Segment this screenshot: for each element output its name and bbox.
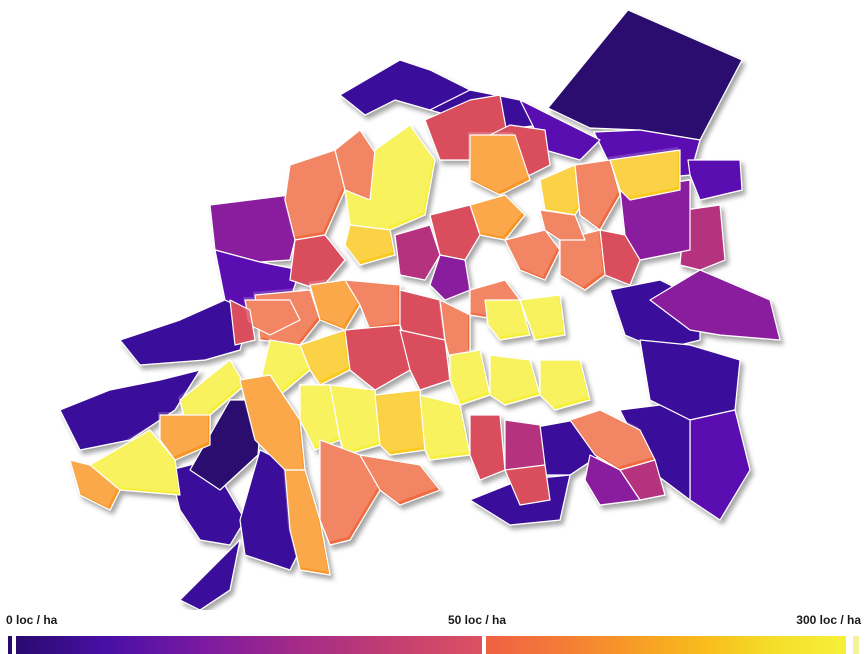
district-top-highlight xyxy=(558,227,603,287)
legend-max-cap xyxy=(853,636,859,654)
district-block xyxy=(344,324,411,391)
district-top-highlight xyxy=(343,222,393,262)
district-top-highlight xyxy=(568,407,653,467)
district-top-highlight xyxy=(418,392,468,457)
district-block xyxy=(689,409,751,521)
district-top-highlight xyxy=(373,387,423,452)
district-top-highlight xyxy=(243,297,298,332)
district-top-highlight xyxy=(438,297,468,357)
district-block xyxy=(584,454,641,506)
district-block xyxy=(429,254,471,301)
district-block xyxy=(504,464,551,506)
district-block xyxy=(394,224,441,281)
district-top-highlight xyxy=(608,147,678,197)
district-top-highlight xyxy=(538,357,588,407)
district-block xyxy=(374,389,426,456)
district-top-highlight xyxy=(260,337,308,392)
district-top-highlight xyxy=(468,132,528,192)
district-top-highlight xyxy=(158,412,208,457)
district-block xyxy=(679,204,726,271)
city-districts-3d xyxy=(59,9,781,610)
district-block xyxy=(309,279,361,331)
district-block xyxy=(504,419,546,471)
district-block xyxy=(539,359,591,411)
district-block xyxy=(519,294,566,341)
legend-min-cap xyxy=(8,636,12,654)
district-block xyxy=(469,134,531,196)
district-top-highlight xyxy=(253,287,318,342)
district-top-highlight xyxy=(308,277,358,327)
district-top-highlight xyxy=(468,192,523,237)
legend-color-bar xyxy=(8,636,862,654)
district-top-highlight xyxy=(518,292,563,337)
district-block xyxy=(504,229,561,281)
legend-mid-label: 50 loc / ha xyxy=(448,613,507,627)
district-top-highlight xyxy=(238,372,303,467)
district-block xyxy=(547,9,743,141)
district-block xyxy=(229,299,256,346)
district-block xyxy=(179,539,241,610)
district-block xyxy=(359,454,441,506)
district-top-highlight xyxy=(333,127,378,197)
district-block xyxy=(329,384,381,456)
district-block xyxy=(69,459,121,511)
district-block xyxy=(59,369,201,451)
district-top-highlight xyxy=(448,347,488,402)
district-top-highlight xyxy=(538,207,583,237)
district-top-highlight xyxy=(468,277,518,317)
district-top-highlight xyxy=(88,427,178,492)
district-block xyxy=(399,329,451,391)
district-block xyxy=(469,414,506,481)
district-top-highlight xyxy=(343,277,398,327)
district-block xyxy=(299,329,351,386)
district-top-highlight xyxy=(283,147,343,237)
district-block xyxy=(559,229,606,291)
district-top-highlight xyxy=(318,437,378,542)
district-block xyxy=(284,469,331,576)
district-top-highlight xyxy=(483,297,528,337)
district-top-highlight xyxy=(298,382,338,447)
legend-max-label: 300 loc / ha xyxy=(796,613,861,627)
district-top-highlight xyxy=(283,467,328,572)
district-block xyxy=(609,149,681,201)
legend-high-range-gradient xyxy=(486,636,846,654)
district-top-highlight xyxy=(538,162,588,212)
district-block xyxy=(419,394,471,461)
legend-min-label: 0 loc / ha xyxy=(6,613,58,627)
district-block xyxy=(489,354,541,406)
district-top-highlight xyxy=(358,452,438,502)
district-block xyxy=(539,209,586,241)
district-block xyxy=(159,414,211,461)
legend-low-range-gradient xyxy=(16,636,482,654)
district-block xyxy=(289,234,346,291)
district-block xyxy=(574,159,621,231)
district-top-highlight xyxy=(503,227,558,277)
district-block xyxy=(484,299,531,341)
density-map xyxy=(59,9,781,610)
district-top-highlight xyxy=(573,157,618,227)
district-top-highlight xyxy=(328,382,378,452)
district-block xyxy=(344,224,396,266)
district-top-highlight xyxy=(68,457,118,507)
district-top-highlight xyxy=(343,122,433,227)
district-block xyxy=(449,349,491,406)
district-top-highlight xyxy=(298,327,348,382)
district-block xyxy=(687,159,743,201)
district-top-highlight xyxy=(178,357,243,417)
district-top-highlight xyxy=(488,352,538,402)
